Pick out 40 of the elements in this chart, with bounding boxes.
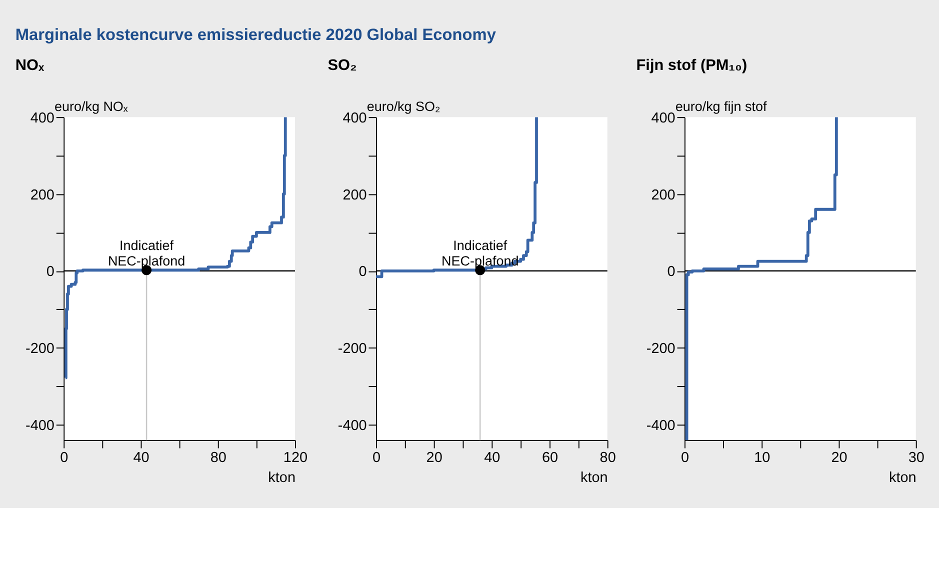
x-axis-title: kton xyxy=(268,470,296,486)
annotation: Indicatief NEC-plafond xyxy=(442,238,519,268)
x-tick-label: 60 xyxy=(542,450,558,466)
y-tick-label: -400 xyxy=(646,418,676,434)
y-tick-label: 400 xyxy=(30,110,54,126)
y-tick-label: 400 xyxy=(651,110,676,126)
y-tick-label: 0 xyxy=(667,264,676,280)
y-tick-label: 400 xyxy=(342,110,367,126)
y-tick-label: -400 xyxy=(26,418,54,434)
x-tick-label: 80 xyxy=(210,450,226,466)
x-tick-label: 0 xyxy=(680,450,689,466)
y-axis-title: euro/kg NOₓ xyxy=(54,98,128,114)
y-axis-title: euro/kg fijn stof xyxy=(675,98,768,114)
y-tick-label: -200 xyxy=(646,341,676,358)
chart-title: SO₂ xyxy=(328,56,358,74)
y-tick-label: -400 xyxy=(338,418,367,434)
x-axis-title: kton xyxy=(580,470,608,486)
annotation: Indicatief NEC-plafond xyxy=(108,238,186,268)
text: Marginale kostencurve emissiereductie 2020 Global Economy xyxy=(15,26,497,44)
x-tick-label: 10 xyxy=(754,450,770,466)
y-tick-label: 0 xyxy=(46,264,54,280)
y-tick-label: -200 xyxy=(338,341,367,358)
y-tick-label: 200 xyxy=(342,187,367,204)
x-tick-label: 120 xyxy=(283,450,308,466)
x-tick-label: 20 xyxy=(426,450,442,466)
y-tick-label: -200 xyxy=(26,341,54,358)
x-tick-label: 0 xyxy=(60,450,68,466)
y-tick-label: 0 xyxy=(358,264,367,280)
x-tick-label: 0 xyxy=(372,450,380,466)
x-tick-label: 30 xyxy=(908,450,924,466)
y-axis-title: euro/kg SO₂ xyxy=(366,98,440,114)
chart-title: NOₓ xyxy=(15,56,45,74)
x-axis-title: kton xyxy=(889,470,916,486)
x-tick-label: 40 xyxy=(133,450,150,466)
x-tick-label: 80 xyxy=(600,450,616,466)
x-tick-label: 20 xyxy=(831,450,848,466)
x-tick-label: 40 xyxy=(484,450,500,466)
y-tick-label: 200 xyxy=(30,187,54,204)
y-tick-label: 200 xyxy=(651,187,676,204)
chart-title: Fijn stof (PM₁₀) xyxy=(636,56,748,74)
